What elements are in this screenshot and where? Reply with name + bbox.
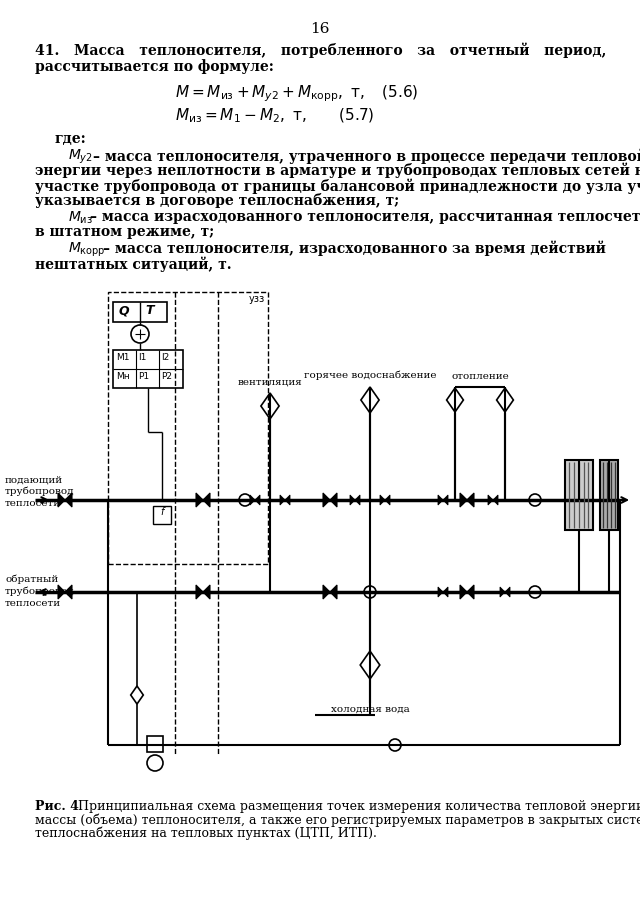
Polygon shape xyxy=(58,585,65,599)
Text: вентиляция: вентиляция xyxy=(237,378,302,387)
Polygon shape xyxy=(467,585,474,599)
Text: подающий: подающий xyxy=(5,475,63,484)
Text: $M_{\rm корр}$: $M_{\rm корр}$ xyxy=(68,241,106,260)
Polygon shape xyxy=(203,493,210,507)
Circle shape xyxy=(149,739,161,751)
Text: Мн: Мн xyxy=(116,372,130,381)
Text: рассчитывается по формуле:: рассчитывается по формуле: xyxy=(35,59,274,74)
Text: I1: I1 xyxy=(138,353,147,362)
Circle shape xyxy=(389,739,401,751)
Polygon shape xyxy=(196,493,203,507)
Text: указывается в договоре теплоснабжения, т;: указывается в договоре теплоснабжения, т… xyxy=(35,193,399,208)
Text: Принципиальная схема размещения точек измерения количества тепловой энергии и: Принципиальная схема размещения точек из… xyxy=(78,800,640,813)
Circle shape xyxy=(239,494,251,506)
Polygon shape xyxy=(443,495,448,505)
Polygon shape xyxy=(355,495,360,505)
Text: T: T xyxy=(145,304,154,317)
Polygon shape xyxy=(385,495,390,505)
Circle shape xyxy=(364,586,376,598)
Text: $M_{\rm из}$: $M_{\rm из}$ xyxy=(68,210,93,226)
Text: участке трубопровода от границы балансовой принадлежности до узла учета,: участке трубопровода от границы балансов… xyxy=(35,178,640,194)
Text: энергии через неплотности в арматуре и трубопроводах тепловых сетей на: энергии через неплотности в арматуре и т… xyxy=(35,163,640,178)
Circle shape xyxy=(147,755,163,771)
Polygon shape xyxy=(330,493,337,507)
Text: обратный: обратный xyxy=(5,575,58,585)
Polygon shape xyxy=(467,495,472,505)
Polygon shape xyxy=(467,493,474,507)
Text: – масса теплоносителя, израсходованного за время действий: – масса теплоносителя, израсходованного … xyxy=(103,241,606,256)
Polygon shape xyxy=(285,495,290,505)
Text: массы (объема) теплоносителя, а также его регистрируемых параметров в закрытых с: массы (объема) теплоносителя, а также ег… xyxy=(35,813,640,826)
Polygon shape xyxy=(65,585,72,599)
Bar xyxy=(565,460,593,530)
Polygon shape xyxy=(65,493,72,507)
Circle shape xyxy=(131,325,149,343)
Polygon shape xyxy=(203,585,210,599)
Polygon shape xyxy=(250,495,255,505)
Text: трубопровод: трубопровод xyxy=(5,487,74,497)
Bar xyxy=(113,302,167,322)
Polygon shape xyxy=(462,495,467,505)
Text: 41.   Масса   теплоносителя,   потребленного   за   отчетный   период,: 41. Масса теплоносителя, потребленного з… xyxy=(35,43,606,59)
Text: f: f xyxy=(160,507,164,517)
Text: – масса израсходованного теплоносителя, рассчитанная теплосчетчиком: – масса израсходованного теплоносителя, … xyxy=(90,210,640,224)
Polygon shape xyxy=(443,587,448,597)
Polygon shape xyxy=(460,493,467,507)
Text: Рис. 4: Рис. 4 xyxy=(35,800,79,813)
Text: узз: узз xyxy=(249,294,265,304)
Polygon shape xyxy=(196,585,203,599)
Text: в штатном режиме, т;: в штатном режиме, т; xyxy=(35,225,214,239)
Text: 16: 16 xyxy=(310,22,330,36)
Bar xyxy=(600,460,618,530)
Polygon shape xyxy=(280,495,285,505)
Bar xyxy=(147,736,163,752)
Text: $M_{\rm из} = M_1 - M_2,\ \rm т,\ \ \ \ \ \ (5.7)$: $M_{\rm из} = M_1 - M_2,\ \rm т,\ \ \ \ … xyxy=(175,107,374,126)
Polygon shape xyxy=(323,585,330,599)
Polygon shape xyxy=(330,585,337,599)
Bar xyxy=(113,350,183,388)
Text: I2: I2 xyxy=(161,353,169,362)
Text: М1: М1 xyxy=(116,353,129,362)
Polygon shape xyxy=(350,495,355,505)
Text: – масса теплоносителя, утраченного в процессе передачи тепловой: – масса теплоносителя, утраченного в про… xyxy=(93,148,640,164)
Circle shape xyxy=(529,586,541,598)
Polygon shape xyxy=(255,495,260,505)
Text: нештатных ситуаций, т.: нештатных ситуаций, т. xyxy=(35,256,232,271)
Polygon shape xyxy=(505,587,510,597)
Text: где:: где: xyxy=(55,132,87,146)
Text: трубопровод: трубопровод xyxy=(5,587,74,596)
Bar xyxy=(108,292,268,564)
Text: теплоснабжения на тепловых пунктах (ЦТП, ИТП).: теплоснабжения на тепловых пунктах (ЦТП,… xyxy=(35,826,377,840)
Polygon shape xyxy=(500,587,505,597)
Polygon shape xyxy=(58,493,65,507)
Polygon shape xyxy=(323,493,330,507)
Polygon shape xyxy=(438,587,443,597)
Text: P1: P1 xyxy=(138,372,149,381)
Circle shape xyxy=(529,494,541,506)
Text: $M_{y2}$: $M_{y2}$ xyxy=(68,148,93,167)
Text: горячее водоснабжение: горячее водоснабжение xyxy=(304,370,436,379)
Text: отопление: отопление xyxy=(451,372,509,381)
Text: холодная вода: холодная вода xyxy=(331,705,410,714)
Bar xyxy=(153,506,171,524)
Polygon shape xyxy=(493,495,498,505)
Polygon shape xyxy=(380,495,385,505)
Polygon shape xyxy=(488,495,493,505)
Text: P2: P2 xyxy=(161,372,172,381)
Text: теплосети: теплосети xyxy=(5,599,61,608)
Polygon shape xyxy=(460,585,467,599)
Text: Q: Q xyxy=(119,304,130,317)
Polygon shape xyxy=(438,495,443,505)
Text: $M = M_{\rm из} + M_{y2} + M_{\rm корр},\ \rm т,\ \ \ (5.6)$: $M = M_{\rm из} + M_{y2} + M_{\rm корр},… xyxy=(175,83,419,103)
Text: теплосети: теплосети xyxy=(5,499,61,508)
